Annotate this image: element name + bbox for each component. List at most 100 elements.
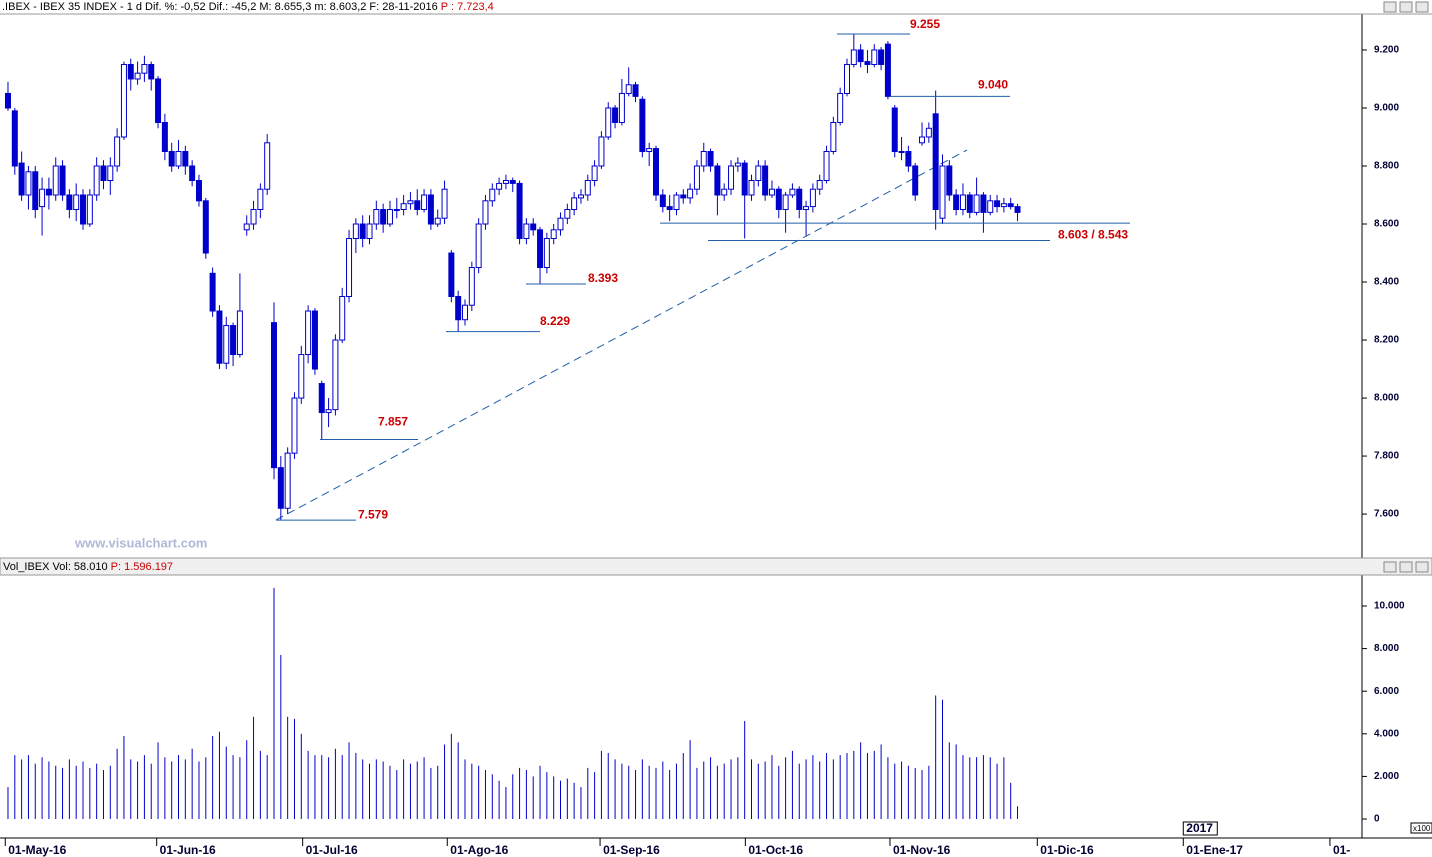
candle-body [284,452,291,509]
x-tick-label: 01-Jul-16 [306,843,358,857]
candle-body [161,121,168,152]
candle-body [468,267,475,306]
candle-body [421,194,428,211]
candle-body [148,63,155,80]
candle-body [400,203,407,211]
candle-body [830,121,837,152]
candle-body [850,49,857,65]
candle-body [318,383,325,414]
candle-body [959,194,966,211]
candle-body [714,165,721,196]
candle-body [530,223,537,231]
candle-body [52,165,59,196]
candle-body [66,194,73,211]
candle-body [434,217,441,225]
x-tick-label: 01-Ene-17 [1186,843,1243,857]
candle-body [946,165,953,196]
button[interactable] [1383,1,1397,13]
unit-box [1410,822,1432,834]
candle-body [305,310,312,356]
candle-body [100,165,107,181]
watermark: www.visualchart.com [74,535,207,550]
candle-body [925,127,932,138]
candle-body [155,78,162,123]
candle-body [898,150,905,153]
candle-body [741,162,748,196]
candle-body [564,209,571,219]
candle-body [748,179,755,196]
candle-body [107,165,114,181]
candle-body [448,252,455,298]
candle-body [789,188,796,196]
y-tick-label: 8.400 [1374,277,1399,288]
candle-body [189,165,196,181]
candle-body [496,182,503,190]
candle-body [134,72,141,80]
candle-body [796,188,803,211]
candle-body [666,206,673,211]
level-label: 7.579 [358,507,388,521]
y-tick-label: 0 [1374,814,1380,825]
level-label: 9.255 [910,17,940,31]
candle-body [687,188,694,199]
y-tick-label: 8.200 [1374,335,1399,346]
x-tick-label: 01-Ago-16 [450,843,508,857]
candle-body [550,229,557,240]
candle-body [202,200,209,254]
y-tick-label: 8.800 [1374,161,1399,172]
candle-body [346,238,353,298]
candle-body [489,188,496,202]
button[interactable] [1415,1,1429,13]
button[interactable] [1415,561,1429,573]
x-tick-label: 01-Dic-16 [1040,843,1094,857]
level-label: 8.393 [588,271,618,285]
x-tick-label: 01-Nov-16 [893,843,951,857]
candle-body [427,194,434,225]
window-buttons[interactable] [1383,1,1429,573]
y-tick-label: 8.600 [1374,219,1399,230]
candle-body [612,107,619,123]
candle-body [291,397,298,454]
candle-body [939,165,946,219]
button[interactable] [1399,561,1413,573]
x-tick-label: 01-Jun-16 [160,843,216,857]
candle-body [386,209,393,225]
volume-title-highlight: P: 1.596.197 [111,561,173,573]
candle-body [373,209,380,225]
candle-body [18,162,25,196]
candle-body [816,179,823,190]
candle-body [114,136,121,167]
candle-body [209,272,216,312]
y-tick-label: 8.000 [1374,643,1399,654]
y-tick-label: 7.600 [1374,509,1399,520]
candle-body [680,194,687,199]
candle-body [700,150,707,167]
year-box [1182,821,1218,836]
candle-body [216,310,223,364]
button[interactable] [1383,561,1397,573]
candle-body [4,92,11,109]
candle-body [1007,203,1014,208]
y-tick-label: 6.000 [1374,686,1399,697]
candle-body [762,165,769,196]
trend-line [275,149,968,521]
candle-body [39,188,46,208]
candle-body [127,63,134,80]
candle-body [462,304,469,321]
volume-title: Vol_IBEX Vol: 58.010 P: 1.596.197 [3,561,173,573]
candle-body [782,194,789,211]
candle-body [966,194,973,213]
candle-body [584,179,591,196]
y-tick-label: 9.200 [1374,45,1399,56]
title-text: .IBEX - IBEX 35 INDEX - 1 d Dif. %: -0,5… [2,1,438,13]
candle-body [236,310,243,356]
candle-body [919,136,926,144]
candle-body [905,150,912,167]
candle-body [243,223,250,231]
candle-body [803,206,810,211]
candle-body [414,200,421,211]
button[interactable] [1399,1,1413,13]
candle-body [339,296,346,341]
candle-body [223,325,230,364]
